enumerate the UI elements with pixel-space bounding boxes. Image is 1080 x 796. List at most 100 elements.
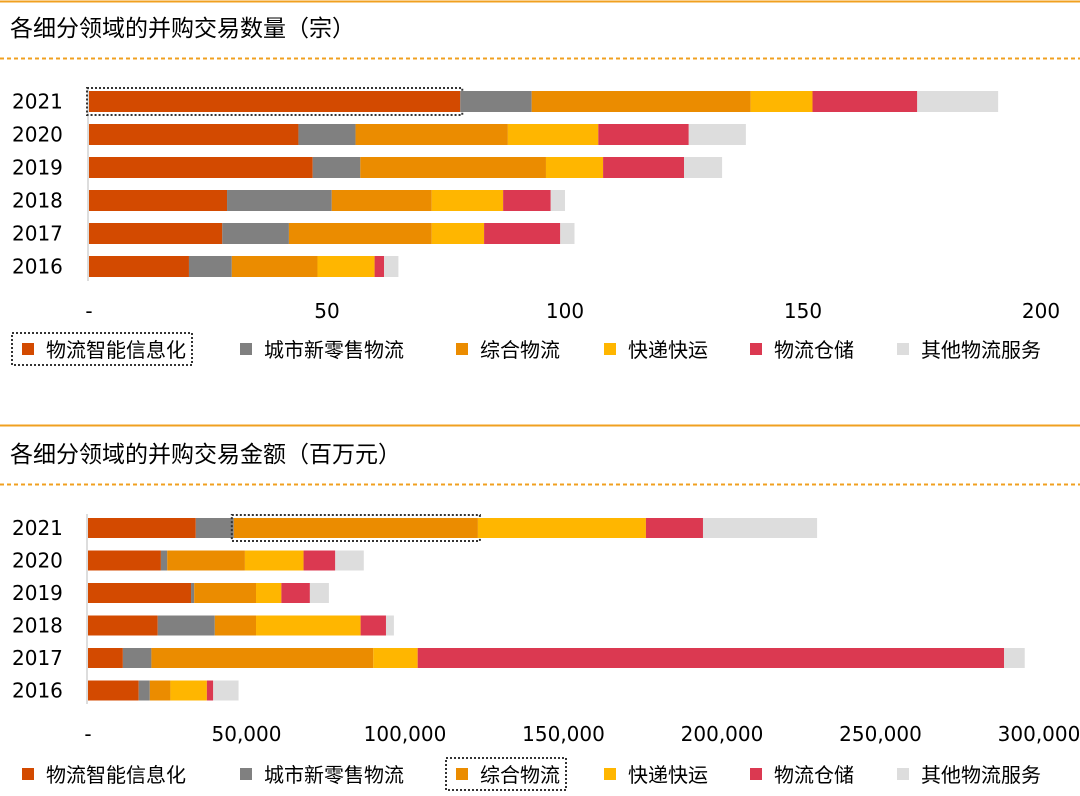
bar-segment: [688, 124, 746, 145]
bar-segment: [89, 223, 223, 244]
bar-segment: [317, 256, 375, 277]
x-tick-label: 150: [784, 299, 822, 323]
y-tick-label: 2019: [12, 581, 63, 605]
bar-segment: [431, 190, 504, 211]
bar-segment: [360, 157, 546, 178]
bar-segment: [88, 550, 161, 571]
bar-segment: [244, 550, 304, 571]
y-axis-labels: 2021 2020 2019 2018 2017 2016: [12, 90, 63, 279]
chart-title: 各细分领域的并购交易数量（宗）: [10, 16, 355, 42]
legend-swatch: [750, 768, 762, 780]
y-tick-label: 2017: [12, 646, 63, 670]
bar-segment: [288, 223, 432, 244]
legend-label: 物流仓储: [774, 338, 854, 362]
bar-segment: [281, 583, 310, 603]
bar-segment: [309, 583, 329, 603]
bar-segment: [545, 157, 604, 178]
bar-segment: [484, 223, 561, 244]
bar-segment: [702, 518, 818, 538]
bar-segment: [194, 583, 257, 603]
y-tick-label: 2016: [12, 679, 63, 703]
bar-segment: [89, 124, 299, 145]
x-tick-label: 250,000: [839, 722, 922, 746]
bar-segment: [750, 91, 813, 112]
bar-stack-group: [86, 87, 999, 277]
bar-segment: [89, 157, 313, 178]
legend-highlight-box: [11, 332, 193, 366]
bar-segment: [160, 550, 168, 571]
legend-label: 其他物流服务: [921, 763, 1041, 787]
bar-segment: [89, 190, 228, 211]
legend-label: 综合物流: [480, 763, 560, 787]
bar-segment: [88, 648, 123, 668]
bar-segment: [331, 190, 432, 211]
bar-segment: [531, 91, 751, 112]
bar-segment: [213, 680, 239, 701]
bar-segment: [89, 91, 461, 112]
x-tick-label: -: [85, 299, 92, 323]
bar-segment: [206, 680, 214, 701]
legend-label: 城市新零售物流: [264, 338, 404, 362]
x-tick-label: -: [84, 722, 91, 746]
bar-segment: [431, 223, 485, 244]
y-tick-label: 2019: [12, 156, 63, 180]
bar-segment: [598, 124, 689, 145]
x-tick-label: 300,000: [998, 722, 1080, 746]
bar-segment: [374, 256, 385, 277]
bar-segment: [360, 615, 386, 636]
chart-title: 各细分领域的并购交易金额（百万元）: [10, 442, 401, 468]
bar-segment: [88, 615, 158, 636]
bar-segment: [149, 680, 171, 701]
y-tick-label: 2020: [12, 123, 63, 147]
bar-segment: [151, 648, 374, 668]
x-tick-label: 100,000: [364, 722, 447, 746]
legend-label: 综合物流: [480, 338, 560, 362]
bar-segment: [477, 518, 646, 538]
bar-segment: [88, 518, 196, 538]
legend-swatch: [604, 768, 616, 780]
bar-segment: [303, 550, 336, 571]
x-tick-label: 200,000: [681, 722, 764, 746]
legend-swatch: [240, 343, 252, 355]
bar-segment: [503, 190, 551, 211]
bar-segment: [89, 256, 189, 277]
bar-segment: [684, 157, 723, 178]
legend-swatch: [240, 768, 252, 780]
bar-segment: [138, 680, 150, 701]
legend-swatch: [897, 343, 909, 355]
bar-segment: [645, 518, 703, 538]
bar-segment: [222, 223, 289, 244]
bar-segment: [195, 518, 234, 538]
bar-segment: [188, 256, 232, 277]
legend-label: 城市新零售物流: [264, 763, 404, 787]
legend-label: 其他物流服务: [921, 338, 1041, 362]
legend-label: 快递快运: [628, 338, 708, 362]
bar-segment: [298, 124, 356, 145]
bar-segment: [227, 190, 332, 211]
legend-swatch: [456, 343, 468, 355]
bar-segment: [550, 190, 565, 211]
legend-label: 物流仓储: [774, 763, 854, 787]
y-tick-label: 2017: [12, 222, 63, 246]
x-tick-label: 50,000: [212, 722, 282, 746]
bar-segment: [167, 550, 245, 571]
bar-segment: [88, 680, 139, 701]
legend-label: 物流智能信息化: [46, 763, 186, 787]
legend: 物流智能信息化 城市新零售物流 综合物流 快递快运 物流仓储 其他物流服务: [22, 757, 1041, 791]
y-tick-label: 2021: [12, 516, 63, 540]
bar-segment: [1004, 648, 1025, 668]
bar-segment: [560, 223, 575, 244]
legend-swatch: [750, 343, 762, 355]
bar-segment: [460, 91, 532, 112]
bar-segment: [917, 91, 999, 112]
legend-label: 物流智能信息化: [46, 338, 186, 362]
x-axis-tick-labels: - 50,000 100,000 150,000 200,000 250,000 300,0…: [84, 722, 1080, 746]
bar-segment: [384, 256, 399, 277]
bar-segment: [335, 550, 364, 571]
bar-segment: [355, 124, 508, 145]
y-tick-label: 2016: [12, 255, 63, 279]
y-axis-labels: 2021 2020 2019 2018 2017 2016: [12, 516, 63, 703]
y-tick-label: 2018: [12, 614, 63, 638]
x-tick-label: 50: [314, 299, 339, 323]
